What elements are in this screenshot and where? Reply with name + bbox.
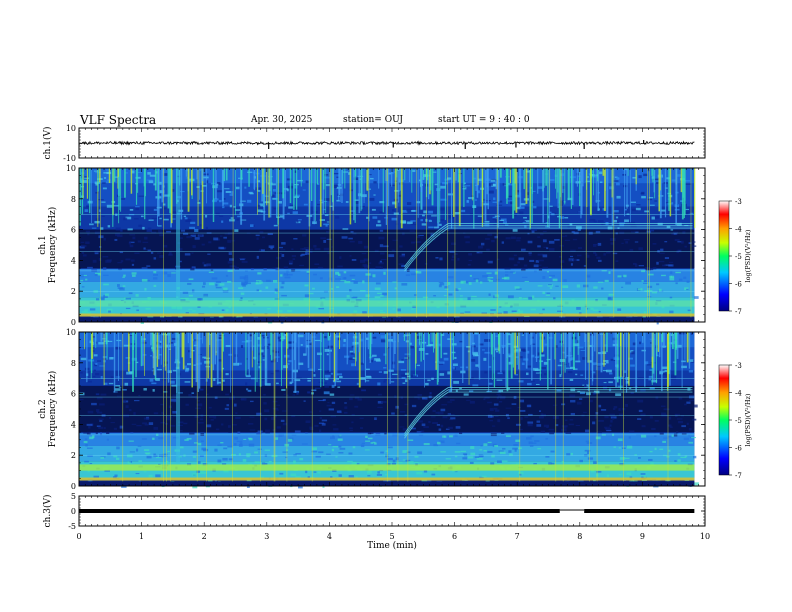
rising-tone-line [404,389,693,437]
y-tick-label: 8 [71,359,76,368]
colorbar-tick-label: -7 [735,472,742,480]
y-tick-label: 5 [71,492,76,501]
y-tick-label: 0 [71,482,76,491]
date-label: Apr. 30, 2025 [251,115,313,125]
y-tick-label: 10 [66,164,76,173]
x-tick-label: 1 [139,532,144,541]
rising-tone-line [404,225,693,270]
x-tick-label: 10 [700,532,710,541]
ch3-waveform-segment [584,509,695,513]
x-tick-label: 4 [327,532,332,541]
colorbar-tick-label: -7 [735,308,742,316]
start-time-label: start UT = 9 : 40 : 0 [438,115,530,125]
y-tick-label: 2 [71,287,76,296]
ch3-waveform-segment [79,509,560,513]
colorbar-tick-label: -5 [735,253,742,261]
x-tick-label: 9 [640,532,645,541]
colorbar-tick-label: -6 [735,281,742,289]
y-axis-label: ch.1 [38,235,48,254]
figure-title: VLF Spectra [80,113,157,127]
y-tick-label: 10 [66,328,76,337]
station-label: station= OUJ [343,115,404,125]
colorbar [718,364,730,476]
colorbar-label: log(PSD)(V²/Hz) [744,393,752,446]
y-tick-label: 8 [71,195,76,204]
x-tick-label: 5 [389,532,394,541]
colorbar-tick-label: -3 [735,198,742,206]
spectrogram-image [79,168,699,325]
x-tick-label: 7 [515,532,520,541]
colorbar [718,200,730,312]
colorbar-tick-label: -3 [735,362,742,370]
spectrogram-image [79,332,699,489]
y-tick-label: -10 [63,154,76,163]
rising-tone-line [404,227,693,272]
colorbar-label: log(PSD)(V²/Hz) [744,229,752,282]
rising-tone-line [404,222,693,267]
y-tick-label: 0 [71,318,76,327]
colorbar-tick-label: -4 [735,226,742,234]
y-tick-label: 6 [71,226,76,235]
colorbar-tick-label: -4 [735,390,742,398]
ch1-waveform-line [78,140,695,146]
y-tick-label: 0 [71,507,76,516]
rising-tone-line [404,391,693,439]
x-tick-label: 8 [577,532,582,541]
y-tick-label: -5 [68,522,76,531]
y-axis-label: ch.1(V) [42,127,53,160]
y-axis-label: ch.3(V) [42,495,53,528]
x-axis-label: Time (min) [367,540,417,551]
rising-tone-line [404,386,693,434]
y-axis-label: Frequency (kHz) [47,207,58,284]
y-tick-label: 4 [71,256,76,265]
y-tick-label: 6 [71,390,76,399]
x-tick-label: 0 [76,532,81,541]
y-axis-label: ch.2 [38,399,48,418]
x-tick-label: 3 [264,532,269,541]
colorbar-tick-label: -5 [735,417,742,425]
colorbar-tick-label: -6 [735,445,742,453]
x-tick-label: 2 [202,532,207,541]
y-tick-label: 4 [71,420,76,429]
x-tick-label: 6 [452,532,457,541]
y-tick-label: 10 [66,124,76,133]
y-tick-label: 2 [71,451,76,460]
y-axis-label: Frequency (kHz) [47,371,58,448]
